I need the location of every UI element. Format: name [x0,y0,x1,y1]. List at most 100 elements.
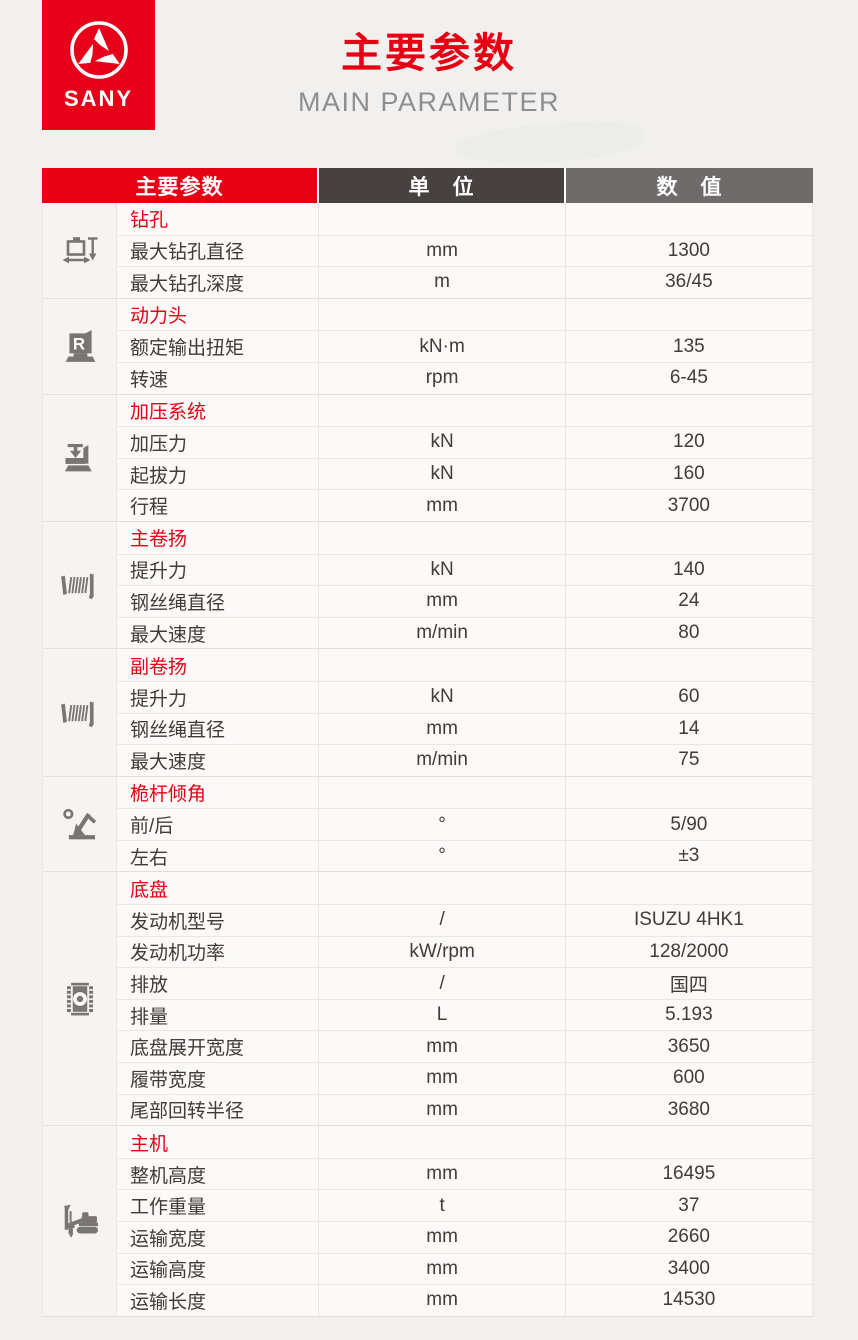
svg-text:R: R [72,335,84,354]
value-cell: ±3 [564,840,812,872]
table-header-unit: 单 位 [319,168,566,203]
watermark-swoosh [453,117,647,169]
unit-cell: mm [318,1253,564,1285]
group-icon-cell [43,776,117,872]
param-label: 提升力 [130,561,188,583]
value-cell [564,521,812,554]
value-cell: 16495 [564,1158,812,1190]
unit-cell: m/min [318,617,564,649]
table-group: 钻孔 最大钻孔直径 mm 1300 最大钻孔深度 m 36/45 [43,203,812,299]
unit-cell: mm [318,1094,564,1126]
unit-cell [318,776,564,809]
param-label: 工作重量 [130,1197,207,1219]
spec-row: 最大钻孔直径 mm 1300 [117,234,812,267]
unit-cell [318,394,564,427]
section-title: 主机 [130,1133,169,1155]
spec-row: 额定输出扭矩 kN·m 135 [117,330,812,362]
group-icon-cell [43,1126,117,1316]
value-cell [564,776,812,809]
spec-row: 提升力 kN 140 [117,553,812,586]
param-label: 整机高度 [130,1165,207,1187]
unit-cell [318,649,564,681]
spec-row: 前/后 ° 5/90 [117,808,812,840]
group-rows: 加压系统 加压力 kN 120 起拔力 kN 160 行程 mm 3700 [117,394,812,521]
unit-cell: kN [318,458,564,490]
section-title: 加压系统 [130,401,207,423]
crowd-system-icon [61,440,99,476]
value-cell: 6-45 [564,362,812,394]
param-label: 提升力 [130,688,188,710]
param-label: 额定输出扭矩 [130,338,245,360]
main-winch-icon [57,568,103,602]
param-label: 底盘展开宽度 [130,1038,245,1060]
unit-cell: mm [318,1063,564,1094]
value-cell: 14530 [564,1285,812,1316]
section-title: 主卷扬 [130,529,188,551]
unit-cell [318,1126,564,1158]
spec-row: 履带宽度 mm 600 [117,1062,812,1094]
unit-cell: m [318,267,564,298]
spec-row: 尾部回转半径 mm 3680 [117,1093,812,1126]
value-cell: 3400 [564,1253,812,1285]
section-row: 桅杆倾角 [117,776,812,809]
group-icon-cell [43,872,117,1126]
param-label: 运输长度 [130,1291,207,1313]
section-row: 动力头 [117,298,812,331]
param-label: 履带宽度 [130,1069,207,1091]
unit-cell: mm [318,235,564,267]
param-label: 排放 [130,975,169,997]
unit-cell: mm [318,1031,564,1063]
unit-cell: L [318,999,564,1031]
value-cell: 14 [564,713,812,745]
value-cell: 37 [564,1190,812,1221]
table-header-param: 主要参数 [42,168,319,203]
group-rows: 副卷扬 提升力 kN 60 钢丝绳直径 mm 14 最大速度 m/min 75 [117,649,812,776]
section-row: 钻孔 [117,203,812,235]
param-label: 转速 [130,369,169,391]
value-cell [564,203,812,235]
spec-row: 钢丝绳直径 mm 14 [117,712,812,745]
unit-cell: mm [318,713,564,745]
value-cell: 5/90 [564,809,812,840]
param-label: 起拔力 [130,465,188,487]
group-rows: 底盘 发动机型号 / ISUZU 4HK1 发动机功率 kW/rpm 128/2000 排放 /… [117,872,812,1126]
unit-cell [318,872,564,905]
page-title: 主要参数 [341,30,517,76]
value-cell: 3650 [564,1031,812,1063]
spec-row: 行程 mm 3700 [117,489,812,521]
value-cell: 80 [564,617,812,649]
group-icon-cell: R [43,298,117,394]
unit-cell: kN [318,681,564,713]
param-label: 发动机型号 [130,911,226,933]
value-cell: 36/45 [564,267,812,298]
table-group: R 动力头 额定输出扭矩 kN·m 135 转速 rpm 6-45 [43,298,812,395]
unit-cell [318,298,564,331]
value-cell: 600 [564,1063,812,1094]
group-rows: 主卷扬 提升力 kN 140 钢丝绳直径 mm 24 最大速度 m/min 80 [117,521,812,649]
param-label: 尾部回转半径 [130,1101,245,1123]
rotary-head-icon: R [61,328,99,364]
value-cell [564,298,812,331]
value-cell [564,872,812,905]
spec-row: 排量 L 5.193 [117,998,812,1031]
unit-cell: rpm [318,362,564,394]
sany-logo-mark [69,21,128,79]
value-cell [564,394,812,427]
spec-row: 运输高度 mm 3400 [117,1252,812,1285]
param-label: 最大速度 [130,624,207,646]
param-label: 钢丝绳直径 [130,720,226,742]
unit-cell: kW/rpm [318,936,564,968]
unit-cell: m/min [318,745,564,776]
group-rows: 钻孔 最大钻孔直径 mm 1300 最大钻孔深度 m 36/45 [117,203,812,298]
header: 主要参数 MAIN PARAMETER [0,30,858,118]
spec-row: 排放 / 国四 [117,967,812,999]
param-label: 钢丝绳直径 [130,592,226,614]
param-label: 运输高度 [130,1260,207,1282]
table-body: 钻孔 最大钻孔直径 mm 1300 最大钻孔深度 m 36/45 R 动力头 额定输出扭矩 kN… [42,203,813,1317]
spec-row: 转速 rpm 6-45 [117,361,812,394]
unit-cell [318,203,564,235]
unit-cell: mm [318,1222,564,1253]
section-title: 钻孔 [130,210,169,232]
value-cell: 75 [564,745,812,776]
unit-cell [318,521,564,554]
